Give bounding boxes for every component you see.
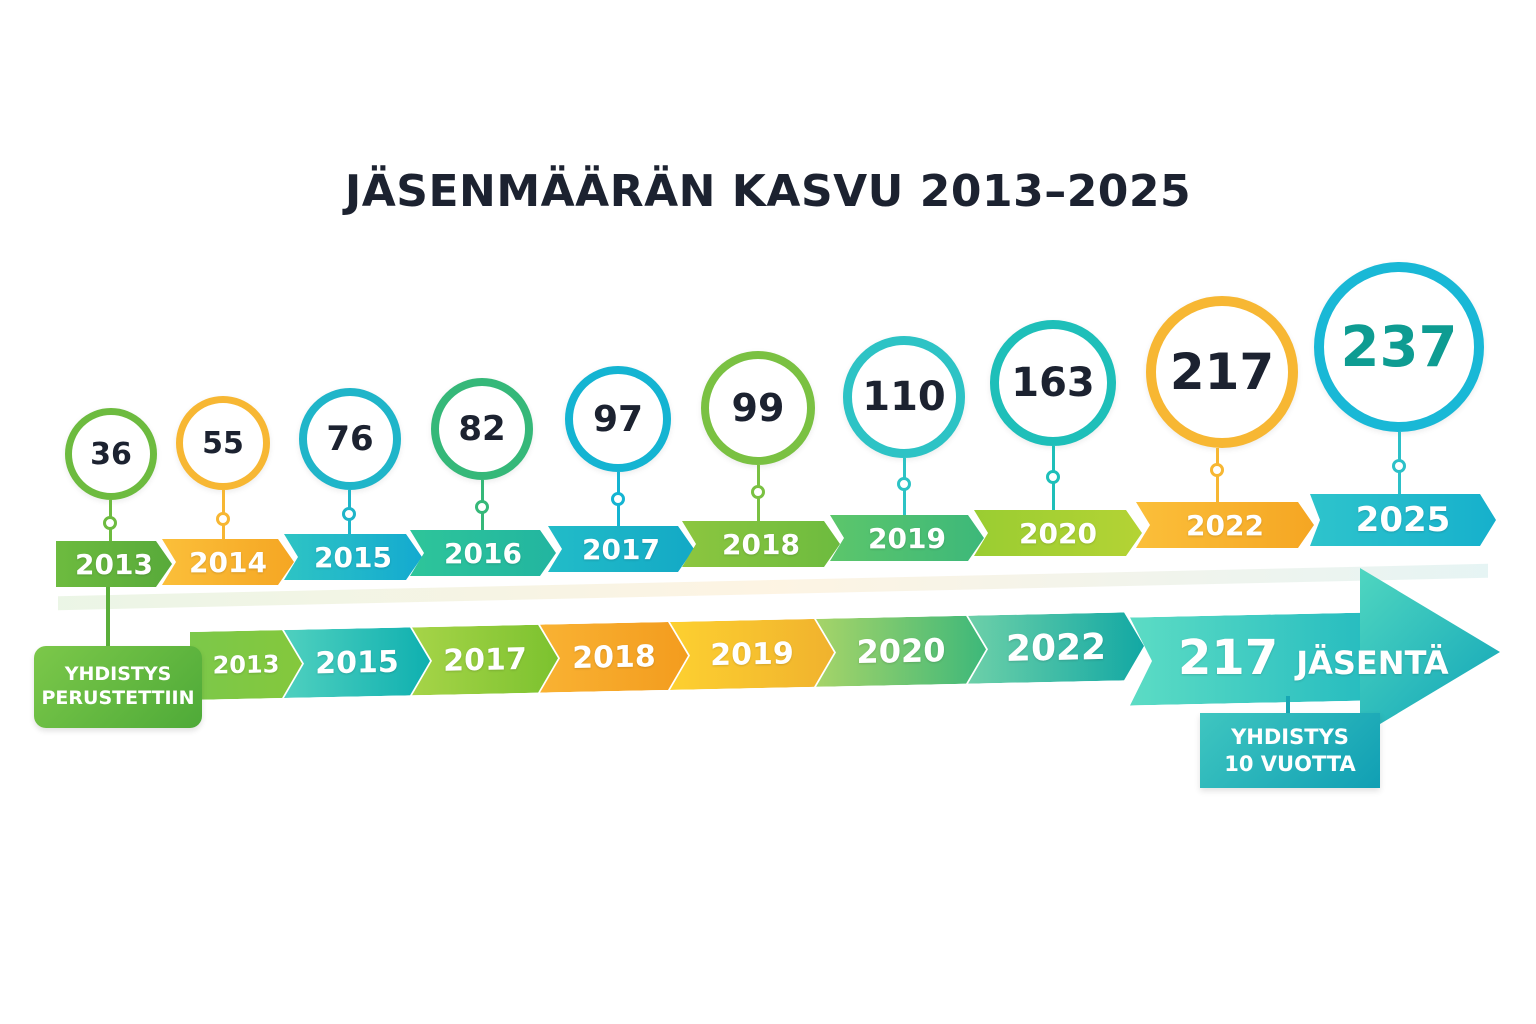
value-label: 163 <box>1011 360 1095 406</box>
callout-line: PERUSTETTIIN <box>41 687 195 709</box>
connector-dot <box>1046 470 1060 484</box>
value-bubble-2018: 99 <box>701 351 815 465</box>
anniversary-callout: YHDISTYS 10 VUOTTA <box>1200 713 1380 788</box>
year-label: 2013 <box>75 547 153 581</box>
year-chevron-2022: 2022 <box>1136 502 1314 548</box>
callout-line: YHDISTYS <box>1231 725 1349 750</box>
callout-line: 10 VUOTTA <box>1224 751 1356 776</box>
founding-connector <box>106 587 110 649</box>
value-label: 97 <box>592 398 644 440</box>
value-label: 99 <box>731 386 785 430</box>
value-label: 36 <box>90 436 132 472</box>
value-bubble-2014: 55 <box>176 396 270 490</box>
band-segment-2015: 2015 <box>284 627 430 698</box>
value-bubble-2022: 217 <box>1146 296 1298 448</box>
value-bubble-2019: 110 <box>843 336 965 458</box>
year-label: 2019 <box>868 521 946 555</box>
founding-callout: YHDISTYS PERUSTETTIIN <box>34 646 202 728</box>
chart-title: JÄSENMÄÄRÄN KASVU 2013–2025 <box>344 166 1192 217</box>
band-year-label: 2017 <box>443 641 527 679</box>
value-bubble-2015: 76 <box>299 388 401 490</box>
value-label: 237 <box>1340 314 1458 380</box>
connector-dot <box>1392 459 1406 473</box>
year-label: 2022 <box>1186 508 1264 542</box>
year-label: 2018 <box>722 527 800 561</box>
year-chevron-2014: 2014 <box>162 539 294 585</box>
band-segment-2020: 2020 <box>816 615 986 687</box>
year-chevron-2020: 2020 <box>974 510 1142 556</box>
band-segment-2017: 2017 <box>412 624 558 695</box>
year-label: 2015 <box>314 540 392 574</box>
year-label: 2014 <box>189 545 267 579</box>
callout-line: YHDISTYS <box>64 663 172 686</box>
year-chevron-2025: 2025 <box>1310 494 1496 546</box>
connector-dot <box>216 512 230 526</box>
anniversary-connector <box>1286 696 1290 714</box>
band-segment-2019: 2019 <box>670 619 834 690</box>
final-member-count: 217 JÄSENTÄ <box>1178 630 1449 686</box>
year-label: 2016 <box>444 536 522 570</box>
connector-dot <box>1210 463 1224 477</box>
band-year-label: 2020 <box>856 631 946 672</box>
band-year-label: 2019 <box>710 635 794 673</box>
year-chevron-2015: 2015 <box>284 534 422 580</box>
year-chevron-2016: 2016 <box>410 530 556 576</box>
value-bubble-2017: 97 <box>565 366 671 472</box>
band-year-label: 2015 <box>315 644 399 681</box>
year-label: 2017 <box>582 532 660 566</box>
connector-dot <box>475 500 489 514</box>
band-year-label: 2013 <box>212 650 280 680</box>
connector-dot <box>611 492 625 506</box>
final-label: JÄSENTÄ <box>1296 644 1449 682</box>
band-segment-2022: 2022 <box>968 612 1144 684</box>
value-bubble-2020: 163 <box>990 320 1116 446</box>
value-label: 82 <box>458 409 506 449</box>
year-chevron-2018: 2018 <box>682 521 840 567</box>
year-chevron-2017: 2017 <box>548 526 694 572</box>
value-label: 217 <box>1169 343 1275 401</box>
year-label: 2020 <box>1019 516 1097 550</box>
connector-dot <box>342 507 356 521</box>
value-bubble-2013: 36 <box>65 408 157 500</box>
connector-dot <box>897 477 911 491</box>
connector-dot <box>103 516 117 530</box>
year-chevron-2013: 2013 <box>56 541 172 587</box>
band-year-label: 2022 <box>1005 626 1107 670</box>
connector-dot <box>751 485 765 499</box>
final-number: 217 <box>1178 630 1279 686</box>
year-chevron-2019: 2019 <box>830 515 984 561</box>
band-year-label: 2018 <box>572 638 656 676</box>
year-label: 2025 <box>1355 500 1451 540</box>
band-segment-2013: 2013 <box>190 630 302 700</box>
value-label: 110 <box>862 374 946 420</box>
value-bubble-2016: 82 <box>431 378 533 480</box>
value-label: 76 <box>326 419 374 459</box>
band-segment-2018: 2018 <box>540 622 688 693</box>
value-bubble-2025: 237 <box>1314 262 1484 432</box>
value-label: 55 <box>202 425 244 461</box>
